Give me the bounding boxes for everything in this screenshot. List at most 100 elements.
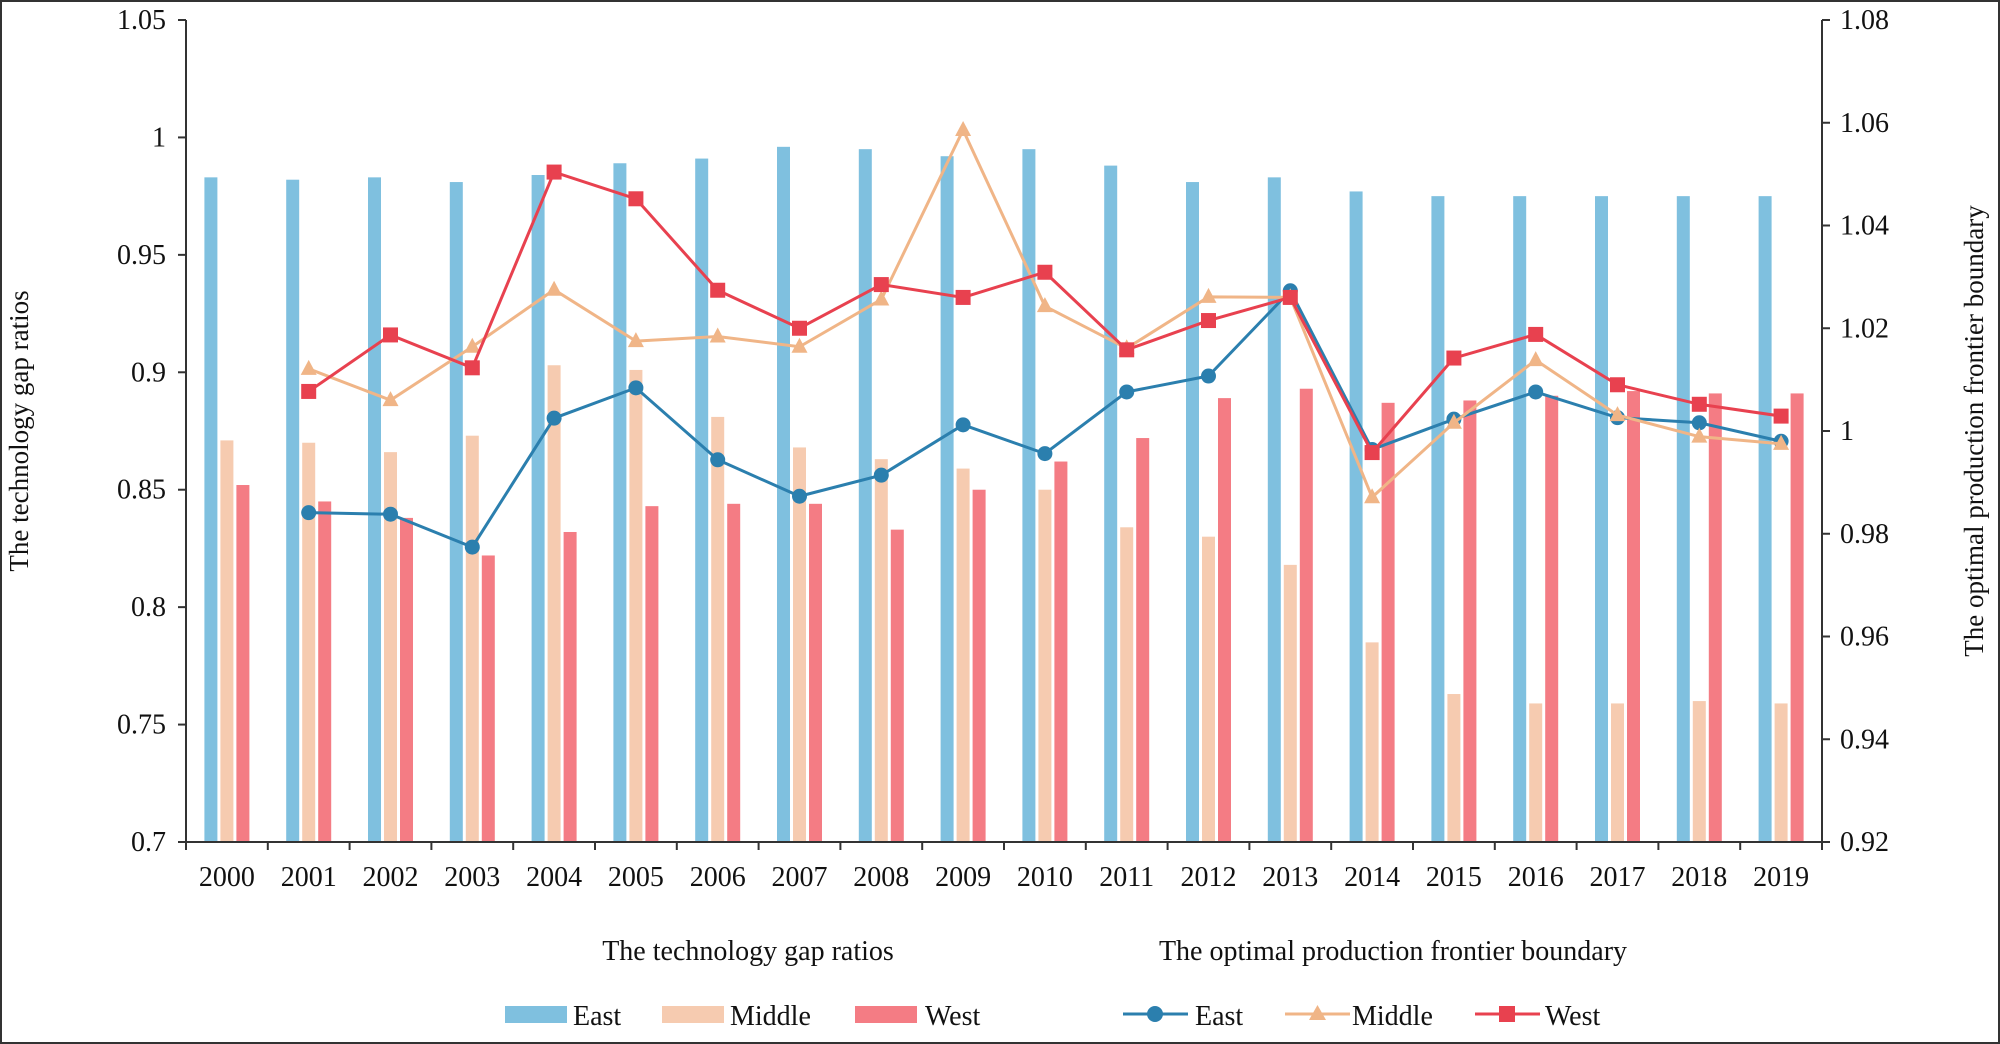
x-tick-label-2005: 2005	[608, 862, 664, 893]
legend-label-bar-east: East	[573, 1001, 621, 1032]
bar-west-2014	[1381, 402, 1395, 842]
marker-middle-2010	[1036, 297, 1053, 313]
marker-east-2004	[546, 410, 562, 426]
legend-label-bar-west: West	[925, 1001, 981, 1032]
bar-east-2003	[449, 182, 463, 843]
bar-west-2017	[1627, 391, 1640, 842]
marker-west-2013	[1282, 289, 1298, 305]
marker-middle-2012	[1200, 287, 1217, 303]
marker-middle-2018	[1691, 427, 1708, 443]
marker-middle-2019	[1773, 434, 1790, 450]
bar-middle-2013	[1283, 564, 1297, 842]
marker-west-2006	[710, 282, 726, 298]
bar-west-2019	[1790, 393, 1804, 842]
bar-east-2016	[1513, 196, 1527, 843]
x-tick-label-2011: 2011	[1099, 862, 1154, 893]
bar-west-2016	[1545, 395, 1559, 842]
bar-middle-2005	[629, 369, 643, 842]
x-tick-label-2000: 2000	[199, 862, 255, 893]
bar-west-2004	[563, 531, 577, 842]
marker-middle-2002	[382, 391, 399, 407]
bar-east-2009	[940, 156, 954, 842]
marker-middle-2003	[464, 337, 481, 353]
legend-swatch-bar-west	[855, 1006, 917, 1023]
bar-east-2015	[1431, 196, 1445, 843]
lines-layer	[300, 120, 1790, 555]
bar-east-2008	[858, 149, 872, 842]
marker-east-2011	[1119, 384, 1135, 400]
left-tick-label: 0.8	[131, 592, 166, 623]
bar-west-2018	[1708, 393, 1722, 842]
bar-middle-2015	[1447, 694, 1461, 842]
right-ticks: 0.92 0.94 0.96 0.98 1 1.02 1.04 1.06 1.08	[1822, 5, 1889, 858]
bar-east-2018	[1676, 196, 1690, 843]
x-tick-label-2018: 2018	[1671, 862, 1727, 893]
x-tick-label-2008: 2008	[853, 862, 909, 893]
legend-marker-middle	[1309, 1005, 1326, 1020]
bar-middle-2008	[874, 459, 888, 842]
bar-middle-2009	[956, 468, 970, 842]
bar-middle-2003	[465, 435, 479, 842]
x-tick-label-2009: 2009	[935, 862, 991, 893]
marker-middle-2005	[627, 332, 644, 348]
legend-label-line-west: West	[1545, 1001, 1601, 1032]
bar-west-2011	[1136, 438, 1150, 842]
bar-middle-2000	[220, 440, 234, 842]
left-ticks: 0.7 0.75 0.8 0.85 0.9 0.95 1 1.05	[117, 5, 186, 858]
bar-east-2000	[204, 177, 218, 843]
marker-middle-2006	[709, 327, 726, 343]
marker-west-2018	[1691, 396, 1707, 412]
left-axis-title: The technology gap ratios	[4, 290, 34, 571]
bar-east-2019	[1758, 196, 1772, 843]
bar-west-2001	[318, 501, 332, 842]
bar-middle-2018	[1692, 701, 1706, 842]
marker-middle-2001	[300, 359, 317, 375]
marker-west-2007	[792, 320, 807, 336]
x-tick-label-2002: 2002	[363, 862, 419, 893]
marker-west-2014	[1364, 445, 1380, 461]
marker-middle-2014	[1364, 488, 1381, 504]
bar-middle-2014	[1365, 642, 1379, 842]
x-tick-label-2014: 2014	[1344, 862, 1400, 893]
marker-middle-2007	[791, 337, 808, 353]
bar-west-2003	[481, 555, 495, 842]
right-axis-title: The optimal production frontier boundary	[1959, 205, 1989, 657]
right-tick-label: 1	[1840, 416, 1854, 447]
left-tick-label: 0.95	[117, 240, 166, 271]
marker-east-2012	[1201, 368, 1216, 384]
bar-east-2010	[1022, 149, 1036, 842]
marker-east-2007	[792, 488, 807, 504]
marker-middle-2015	[1445, 413, 1462, 429]
bar-east-2005	[613, 163, 627, 842]
bar-middle-2016	[1529, 703, 1543, 842]
bar-west-2000	[236, 485, 250, 842]
bar-east-2013	[1267, 177, 1281, 843]
marker-middle-2008	[873, 290, 890, 306]
marker-west-2011	[1119, 342, 1135, 358]
bar-east-2002	[368, 177, 381, 843]
left-tick-label: 1	[152, 122, 166, 153]
bar-west-2008	[890, 529, 904, 842]
marker-east-2006	[710, 452, 726, 468]
bar-middle-2001	[302, 442, 316, 842]
bar-west-2002	[400, 517, 413, 842]
legend-line-title: The optimal production frontier boundary	[1159, 936, 1627, 967]
legend-marker-west	[1499, 1006, 1515, 1022]
marker-west-2001	[301, 383, 317, 399]
legend: The technology gap ratios The optimal pr…	[505, 936, 1627, 1032]
x-tick-label-2001: 2001	[281, 862, 337, 893]
legend-label-line-east: East	[1195, 1001, 1243, 1032]
marker-east-2002	[383, 506, 398, 522]
right-tick-label: 1.02	[1840, 313, 1889, 344]
left-tick-label: 0.75	[117, 710, 166, 741]
marker-east-2005	[628, 380, 644, 396]
marker-east-2018	[1691, 415, 1707, 431]
left-tick-label: 0.9	[131, 357, 166, 388]
right-tick-label: 1.04	[1840, 211, 1889, 242]
bar-west-2007	[809, 503, 822, 842]
bar-middle-2004	[547, 365, 561, 842]
right-tick-label: 1.08	[1840, 5, 1889, 36]
marker-west-2002	[383, 327, 398, 343]
marker-west-2009	[955, 289, 971, 305]
